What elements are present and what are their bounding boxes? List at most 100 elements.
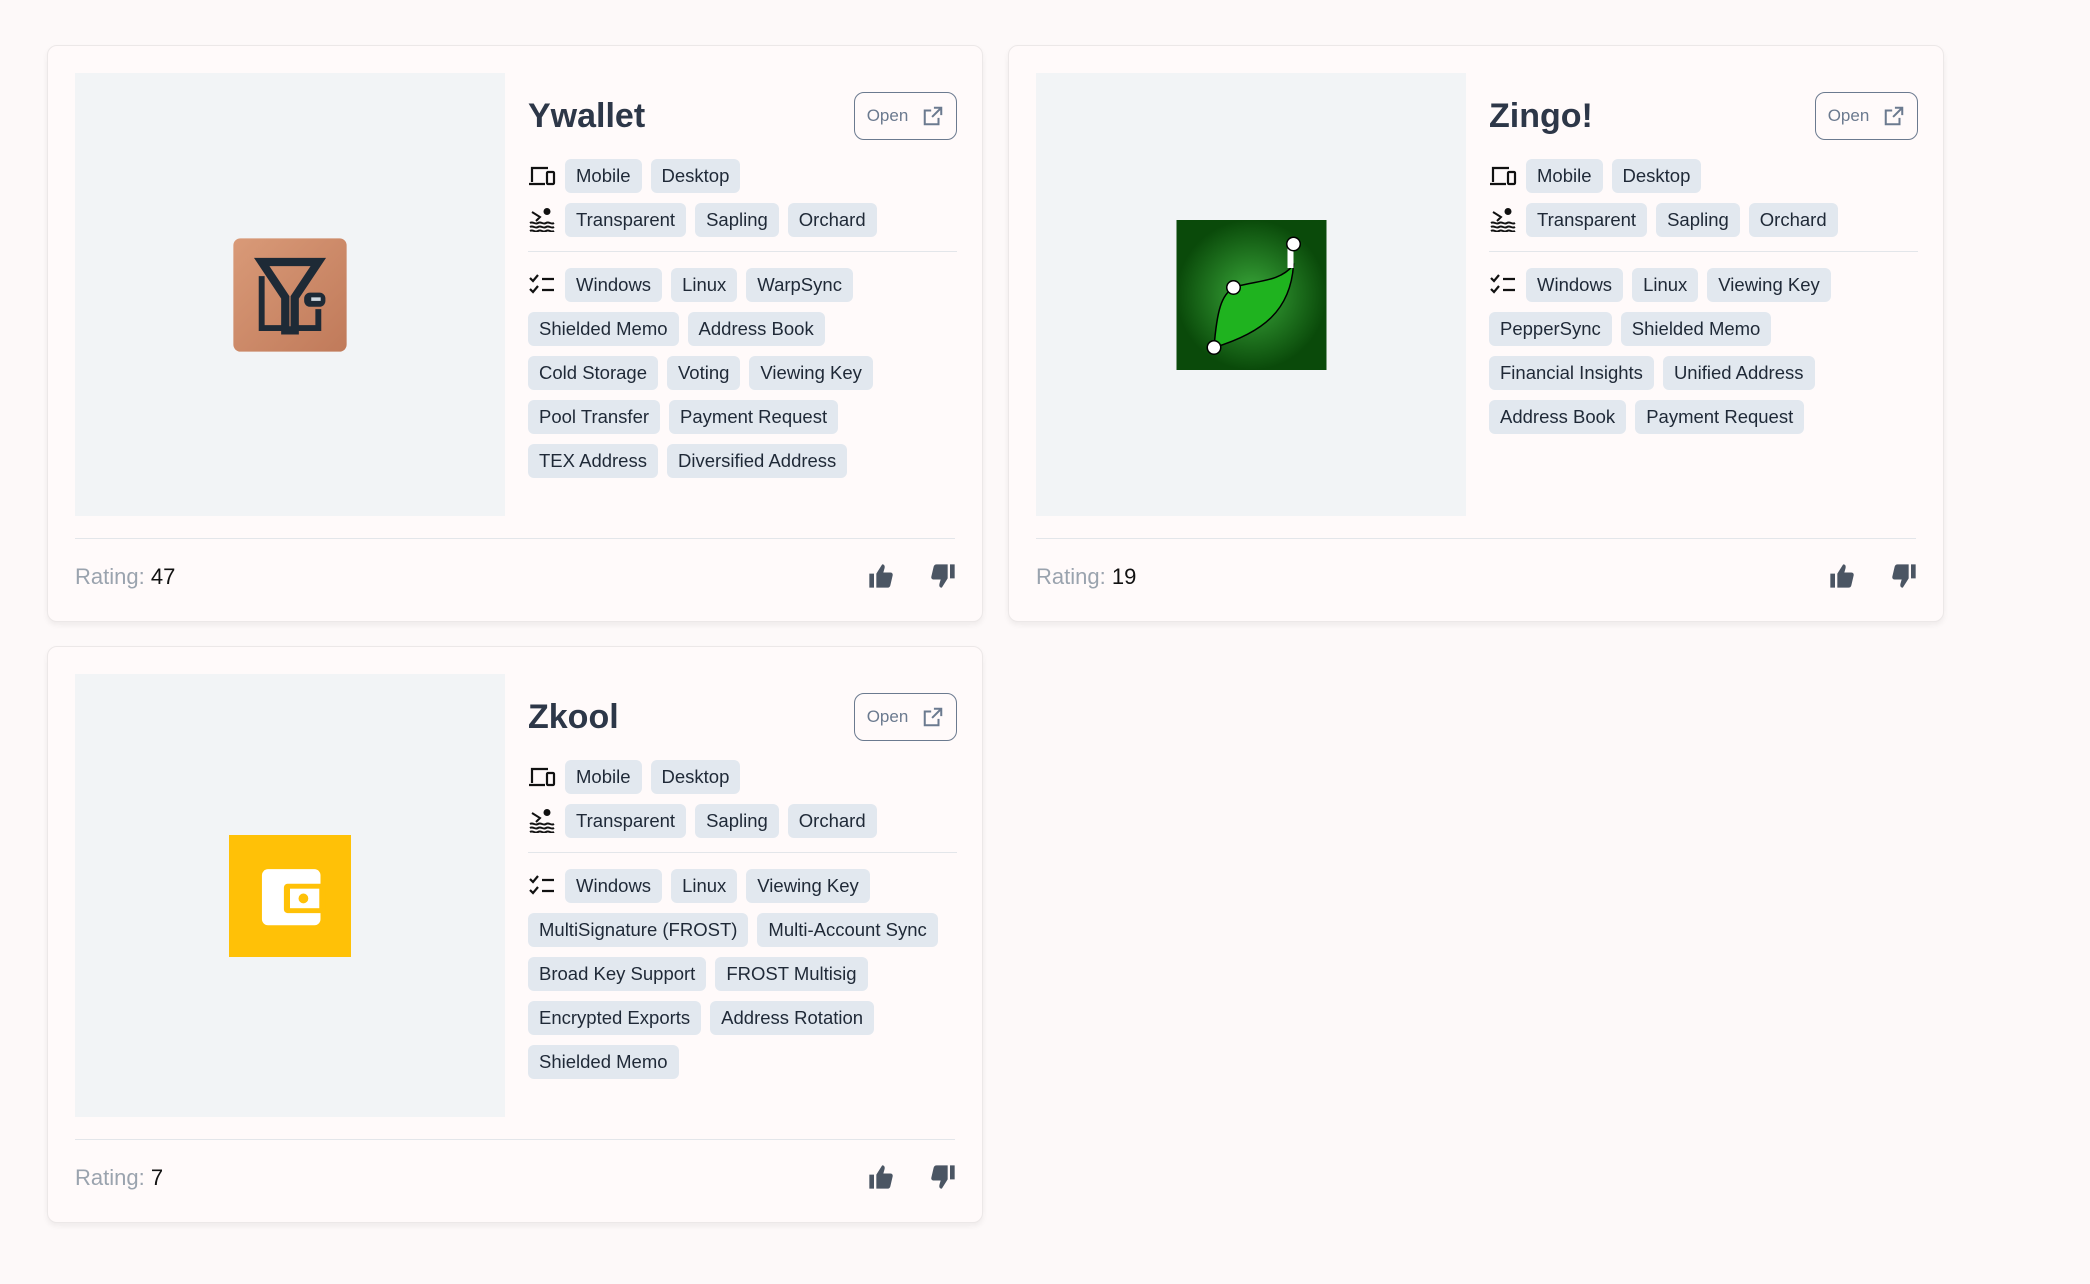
wallet-logo-area (1036, 73, 1466, 516)
swimming-pool-icon (528, 206, 556, 234)
tag-feature: Shielded Memo (528, 312, 679, 346)
thumbs-up-button[interactable] (866, 562, 896, 592)
tag-pool: Transparent (1526, 203, 1648, 237)
tag-device: Desktop (650, 159, 741, 193)
thumbs-up-icon (1830, 564, 1854, 588)
tag-feature: Financial Insights (1489, 356, 1654, 390)
tag-feature: WarpSync (746, 268, 853, 302)
tag-pool: Orchard (1748, 203, 1838, 237)
thumbs-up-icon (869, 564, 893, 588)
tag-feature: Diversified Address (666, 444, 848, 478)
tag-feature: Broad Key Support (528, 957, 707, 991)
tag-device: Mobile (1526, 159, 1603, 193)
tag-device: Mobile (565, 760, 642, 794)
open-label: Open (1827, 106, 1870, 125)
tag-feature: Viewing Key (749, 356, 873, 390)
divider (528, 852, 957, 853)
thumbs-down-icon (931, 564, 955, 588)
tag-feature: Address Book (1489, 400, 1627, 434)
open-button[interactable]: Open (854, 693, 957, 741)
open-label: Open (866, 707, 909, 726)
zingo-logo (1176, 219, 1326, 370)
thumbs-up-icon (869, 1165, 893, 1189)
devices-icon (528, 763, 556, 791)
thumbs-down-button[interactable] (928, 562, 958, 592)
divider (75, 1139, 955, 1140)
swimming-pool-icon (528, 807, 556, 835)
tag-feature: Viewing Key (746, 869, 870, 903)
tag-feature: Pool Transfer (528, 400, 661, 434)
zkool-logo (229, 834, 351, 957)
tag-feature: Linux (671, 869, 738, 903)
tag-feature: MultiSignature (FROST) (528, 913, 749, 947)
rating: Rating: 47 (75, 564, 175, 590)
open-button[interactable]: Open (1815, 92, 1918, 140)
swimming-pool-icon (1489, 206, 1517, 234)
checklist-icon (528, 869, 556, 903)
tag-feature: FROST Multisig (715, 957, 868, 991)
tag-device: Mobile (565, 159, 642, 193)
tag-pool: Sapling (695, 203, 779, 237)
thumbs-down-button[interactable] (1889, 562, 1919, 592)
tag-feature: PepperSync (1489, 312, 1612, 346)
tag-feature: TEX Address (528, 444, 658, 478)
devices-icon (1489, 162, 1517, 190)
rating-label: Rating: (75, 564, 145, 589)
tag-feature: Shielded Memo (1620, 312, 1772, 346)
wallet-title: Zingo! (1489, 97, 1593, 135)
wallet-card: Ywallet Open Mobile Desktop Transparent Sa… (47, 45, 983, 622)
open-button[interactable]: Open (854, 92, 957, 140)
tag-feature: Linux (1632, 268, 1699, 302)
rating-value: 7 (150, 1165, 164, 1190)
wallet-logo-area (75, 73, 505, 516)
tag-feature: Address Book (687, 312, 825, 346)
tag-pool: Transparent (565, 804, 687, 838)
rating-value: 47 (150, 564, 176, 589)
thumbs-up-button[interactable] (1827, 562, 1857, 592)
rating: Rating: 19 (1036, 564, 1136, 590)
tag-feature: Address Rotation (710, 1001, 875, 1035)
wallet-title: Ywallet (528, 97, 646, 135)
tag-feature: Linux (671, 268, 738, 302)
external-link-icon (1885, 106, 1904, 126)
thumbs-up-button[interactable] (866, 1163, 896, 1193)
tag-feature: Windows (1526, 268, 1624, 302)
tag-device: Desktop (650, 760, 741, 794)
thumbs-down-button[interactable] (928, 1163, 958, 1193)
open-label: Open (866, 106, 909, 125)
tag-feature: Payment Request (1635, 400, 1805, 434)
thumbs-down-icon (931, 1165, 955, 1189)
checklist-icon (528, 268, 556, 302)
rating-value: 19 (1111, 564, 1137, 589)
thumbs-down-icon (1892, 564, 1916, 588)
tag-pool: Orchard (787, 203, 877, 237)
divider (1489, 251, 1918, 252)
wallet-card: Zingo! Open Mobile Desktop Transparent Sap… (1008, 45, 1944, 622)
tag-feature: Encrypted Exports (528, 1001, 702, 1035)
devices-icon (528, 162, 556, 190)
wallet-card: Zkool Open Mobile Desktop Transparent Sapl… (47, 646, 983, 1223)
rating-label: Rating: (75, 1165, 145, 1190)
tag-feature: Voting (666, 356, 741, 390)
wallet-logo-area (75, 674, 505, 1117)
ywallet-logo (233, 237, 347, 352)
tag-pool: Sapling (1656, 203, 1740, 237)
tag-pool: Transparent (565, 203, 687, 237)
tag-feature: Payment Request (669, 400, 839, 434)
tag-feature: Unified Address (1662, 356, 1815, 390)
tag-feature: Shielded Memo (528, 1045, 679, 1079)
divider (528, 251, 957, 252)
external-link-icon (924, 707, 943, 727)
tag-feature: Viewing Key (1707, 268, 1831, 302)
checklist-icon (1489, 268, 1517, 302)
divider (75, 538, 955, 539)
tag-pool: Sapling (695, 804, 779, 838)
external-link-icon (924, 106, 943, 126)
wallet-title: Zkool (528, 698, 619, 736)
divider (1036, 538, 1916, 539)
rating-label: Rating: (1036, 564, 1106, 589)
tag-feature: Windows (565, 869, 663, 903)
tag-feature: Windows (565, 268, 663, 302)
tag-feature: Cold Storage (528, 356, 658, 390)
tag-device: Desktop (1611, 159, 1702, 193)
